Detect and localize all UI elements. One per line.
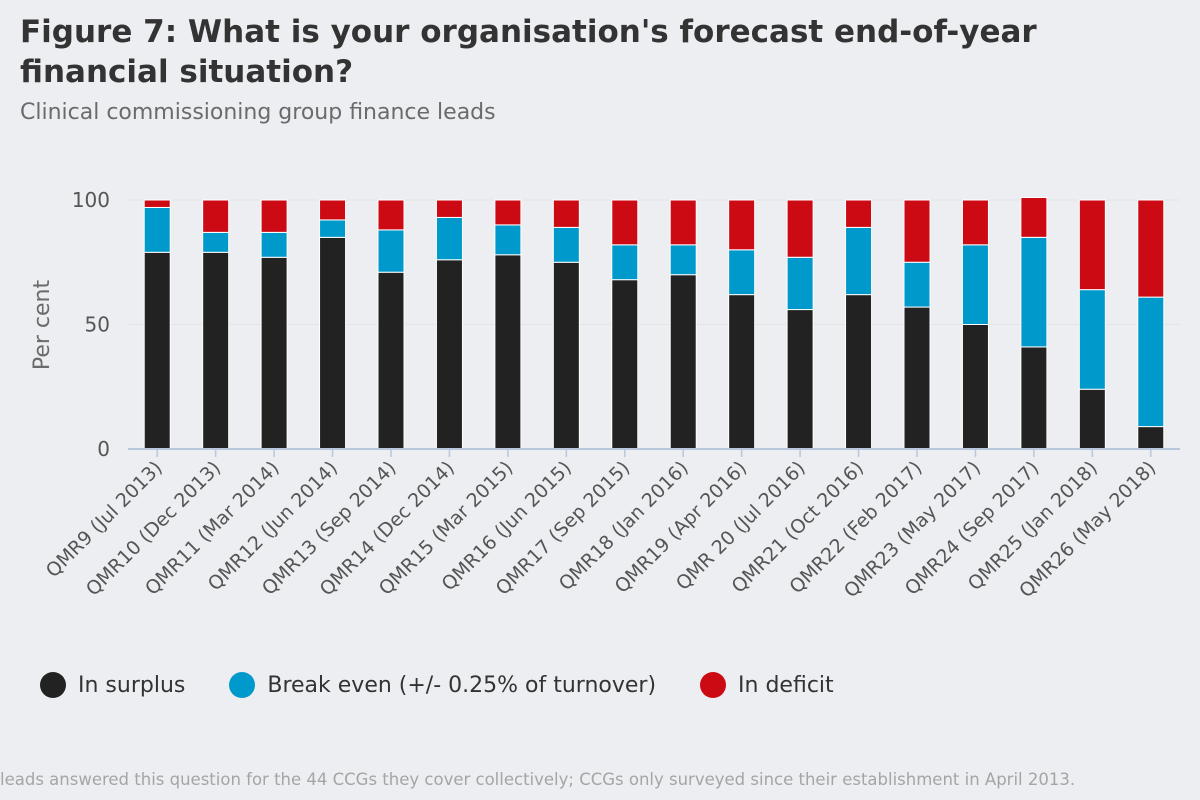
bar-surplus-12: [845, 294, 873, 450]
bar-break_even-7: [552, 226, 580, 263]
bar-break_even-12: [845, 226, 873, 296]
bar-break_even-1: [202, 231, 230, 253]
bar-break_even-3: [319, 219, 347, 238]
bar-surplus-5: [435, 259, 463, 450]
bar-surplus-3: [319, 236, 347, 450]
bar-deficit-5: [435, 199, 463, 218]
bar-surplus-7: [552, 261, 580, 450]
bar-surplus-17: [1137, 426, 1165, 450]
bar-break_even-16: [1078, 289, 1106, 390]
bar-deficit-14: [961, 199, 989, 246]
bar-deficit-2: [260, 199, 288, 233]
bar-deficit-1: [202, 199, 230, 233]
bars: [143, 197, 1165, 450]
bar-break_even-17: [1137, 296, 1165, 428]
bar-deficit-0: [143, 199, 171, 208]
footnote: leads answered this question for the 44 …: [0, 770, 1076, 789]
bar-deficit-16: [1078, 199, 1106, 291]
bar-surplus-14: [961, 324, 989, 450]
bar-deficit-10: [728, 199, 756, 251]
y-tick-label-0: 0: [97, 437, 110, 461]
chart-subtitle: Clinical commissioning group finance lea…: [20, 100, 496, 125]
bar-surplus-1: [202, 251, 230, 450]
bar-break_even-8: [611, 244, 639, 281]
bar-break_even-0: [143, 206, 171, 253]
bar-surplus-2: [260, 256, 288, 450]
y-tick-label-50: 50: [85, 313, 110, 337]
bar-break_even-2: [260, 231, 288, 258]
legend-item-surplus[interactable]: In surplus: [40, 672, 185, 698]
bar-surplus-16: [1078, 388, 1106, 450]
bar-break_even-4: [377, 229, 405, 273]
gridlines: [128, 199, 1180, 325]
legend: In surplus Break even (+/- 0.25% of turn…: [40, 670, 878, 700]
bar-deficit-9: [669, 199, 697, 246]
bar-surplus-8: [611, 279, 639, 450]
legend-swatch-surplus: [40, 672, 66, 698]
legend-swatch-deficit: [700, 672, 727, 698]
bar-surplus-0: [143, 251, 171, 450]
bar-deficit-7: [552, 199, 580, 228]
bar-surplus-15: [1020, 346, 1048, 450]
bar-deficit-11: [786, 199, 814, 258]
bar-deficit-15: [1020, 197, 1048, 238]
bar-surplus-9: [669, 274, 697, 450]
bar-break_even-6: [494, 224, 522, 256]
legend-label-surplus: In surplus: [78, 672, 186, 698]
bar-break_even-10: [728, 249, 756, 296]
legend-item-deficit[interactable]: In deficit: [700, 672, 834, 698]
bar-surplus-11: [786, 309, 814, 450]
bar-break_even-9: [669, 244, 697, 276]
bar-break_even-13: [903, 261, 931, 308]
bar-deficit-3: [319, 199, 347, 221]
bar-break_even-5: [435, 216, 463, 261]
bar-surplus-13: [903, 306, 931, 450]
bar-break_even-14: [961, 244, 989, 326]
bar-break_even-15: [1020, 236, 1048, 348]
bar-deficit-6: [494, 199, 522, 226]
bar-break_even-11: [786, 256, 814, 311]
legend-item-break-even[interactable]: Break even (+/- 0.25% of turnover): [229, 672, 656, 698]
legend-label-break-even: Break even (+/- 0.25% of turnover): [267, 672, 657, 698]
legend-label-deficit: In deficit: [738, 672, 834, 698]
bar-deficit-13: [903, 199, 931, 263]
bar-deficit-8: [611, 199, 639, 246]
bar-deficit-17: [1137, 199, 1165, 298]
y-axis-label: Per cent: [30, 280, 55, 371]
bar-surplus-6: [494, 254, 522, 450]
chart-title: Figure 7: What is your organisation's fo…: [20, 14, 1037, 90]
bar-surplus-4: [377, 271, 405, 450]
y-tick-label-100: 100: [72, 188, 110, 212]
legend-swatch-break-even: [229, 672, 256, 698]
bar-deficit-4: [377, 199, 405, 231]
bar-surplus-10: [728, 294, 756, 450]
bar-deficit-12: [845, 199, 873, 228]
